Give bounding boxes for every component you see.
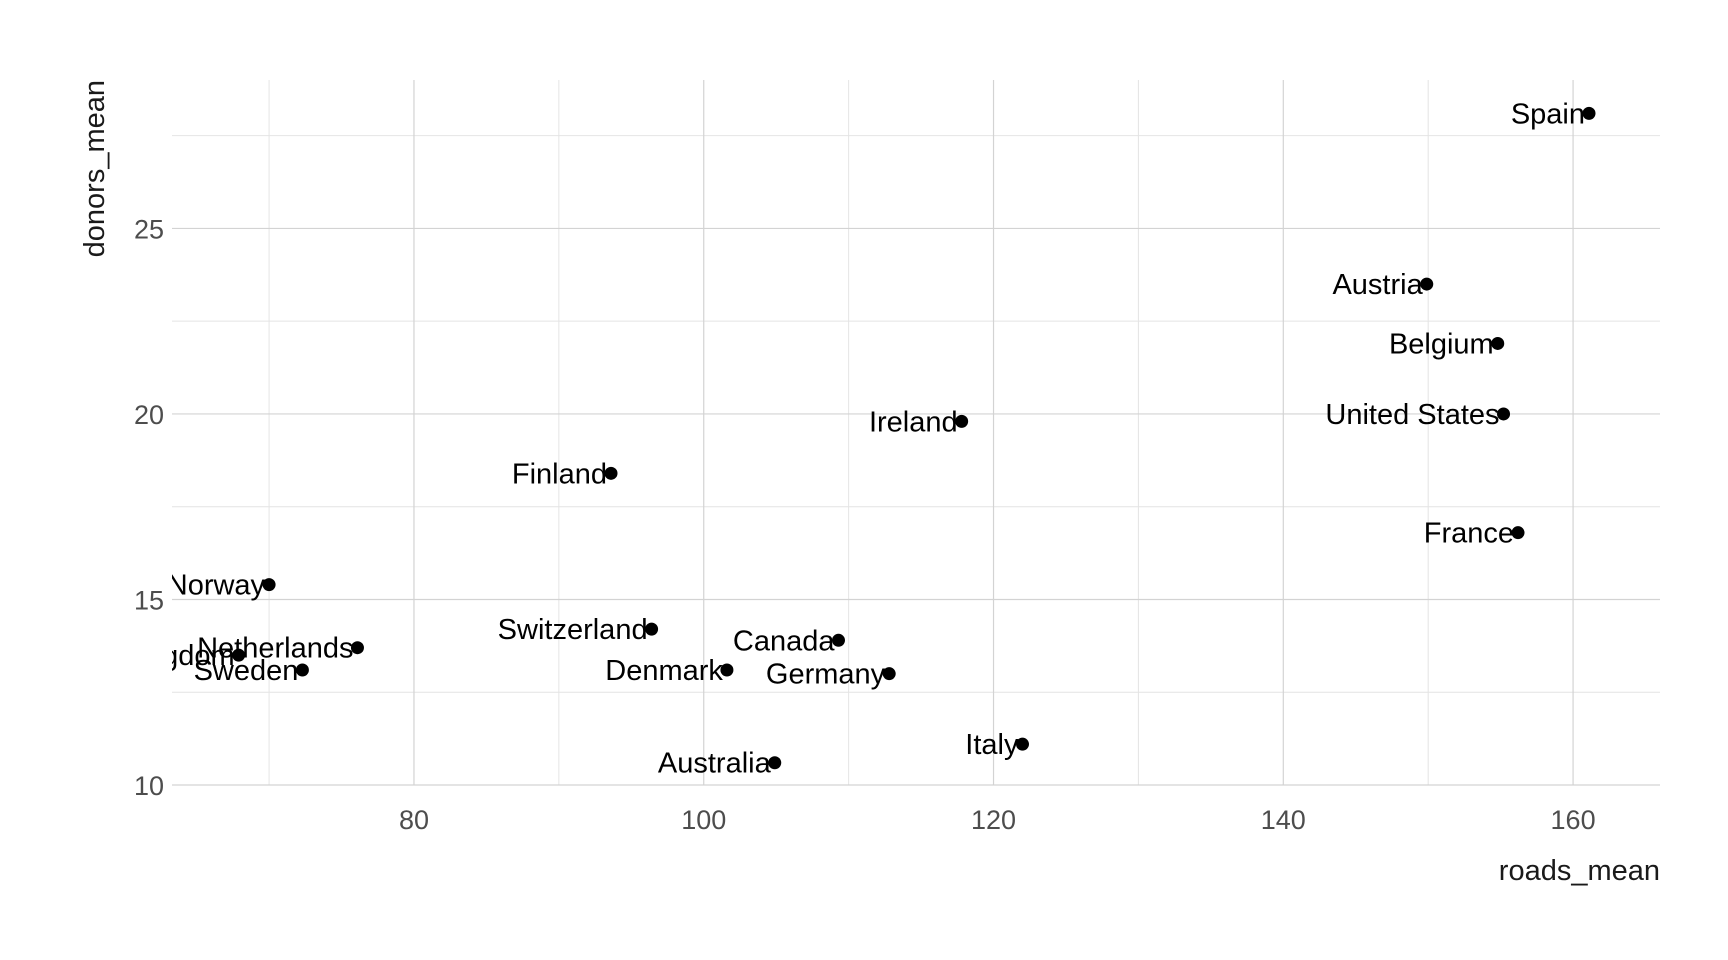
- data-label: Italy: [965, 729, 1019, 761]
- data-label: Canada: [733, 625, 835, 657]
- data-points: [232, 106, 1596, 770]
- data-label: Spain: [1511, 98, 1585, 130]
- x-tick-label: 100: [681, 805, 726, 835]
- data-point: [955, 414, 969, 428]
- data-label: Sweden: [194, 655, 299, 687]
- data-point: [1491, 336, 1505, 350]
- y-tick-label: 20: [134, 400, 164, 430]
- data-label: Ireland: [869, 406, 958, 438]
- data-point: [262, 578, 276, 592]
- plot-grid: [172, 80, 1660, 786]
- data-label: Belgium: [1389, 328, 1494, 360]
- data-point: [1015, 737, 1029, 751]
- data-point: [1497, 407, 1511, 421]
- x-tick-label: 160: [1551, 805, 1596, 835]
- data-label: Austria: [1332, 269, 1423, 301]
- data-label: Netherlands: [197, 633, 353, 665]
- data-label: Australia: [658, 748, 772, 780]
- y-tick-label: 10: [134, 771, 164, 801]
- data-point: [1511, 526, 1525, 540]
- data-point: [604, 466, 618, 480]
- data-point: [295, 663, 309, 677]
- data-label: France: [1424, 518, 1514, 550]
- data-label: United States: [1325, 399, 1499, 431]
- data-label: United Kingdom: [28, 640, 234, 672]
- x-tick-label: 80: [399, 805, 429, 835]
- data-label: Finland: [512, 458, 607, 490]
- data-labels: Spain Austria Belgium United States Ireland F…: [28, 98, 1585, 780]
- data-point: [831, 633, 845, 647]
- x-axis-title: roads_mean: [1499, 855, 1660, 887]
- data-point: [350, 641, 364, 655]
- data-point: [1582, 106, 1596, 120]
- data-point: [882, 667, 896, 681]
- data-point: [768, 756, 782, 770]
- y-tick-label: 25: [134, 214, 164, 244]
- data-point: [232, 648, 246, 662]
- data-point: [645, 622, 659, 636]
- x-tick-label: 120: [971, 805, 1016, 835]
- data-label: Germany: [766, 659, 886, 691]
- axis-ticks: 80 100 120 140 160 10 15 20 25: [134, 214, 1596, 835]
- x-tick-label: 140: [1261, 805, 1306, 835]
- y-tick-label: 15: [134, 585, 164, 615]
- data-point: [720, 663, 734, 677]
- y-axis-title: donors_mean: [79, 80, 111, 257]
- data-label: Switzerland: [498, 614, 648, 646]
- data-point: [1420, 277, 1434, 291]
- data-label: Denmark: [605, 655, 723, 687]
- data-label: Norway: [167, 570, 266, 602]
